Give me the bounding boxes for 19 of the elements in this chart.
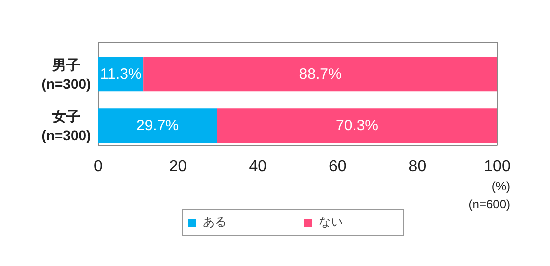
- y-tick-label: 女子 (n=300): [42, 108, 92, 144]
- data-label: 88.7%: [299, 66, 342, 83]
- data-label: 70.3%: [336, 117, 379, 134]
- x-tick-label: 100: [484, 158, 511, 176]
- x-tick-label: 0: [94, 158, 104, 176]
- x-tick-label: 40: [249, 158, 268, 176]
- bar: [98, 108, 218, 144]
- x-tick-label: 20: [169, 158, 188, 176]
- bar: [144, 57, 498, 92]
- x-tick-label: 60: [329, 158, 347, 176]
- legend-label: ある: [203, 214, 228, 231]
- data-label: 11.3%: [100, 66, 142, 83]
- text: (%): [492, 180, 511, 194]
- bar: [217, 108, 498, 144]
- text: (n=600): [468, 198, 511, 212]
- legend-label: ない: [319, 214, 344, 231]
- x-tick-label: 80: [408, 158, 427, 176]
- data-label: 29.7%: [136, 117, 180, 134]
- y-tick-label: 男子 (n=300): [42, 56, 92, 92]
